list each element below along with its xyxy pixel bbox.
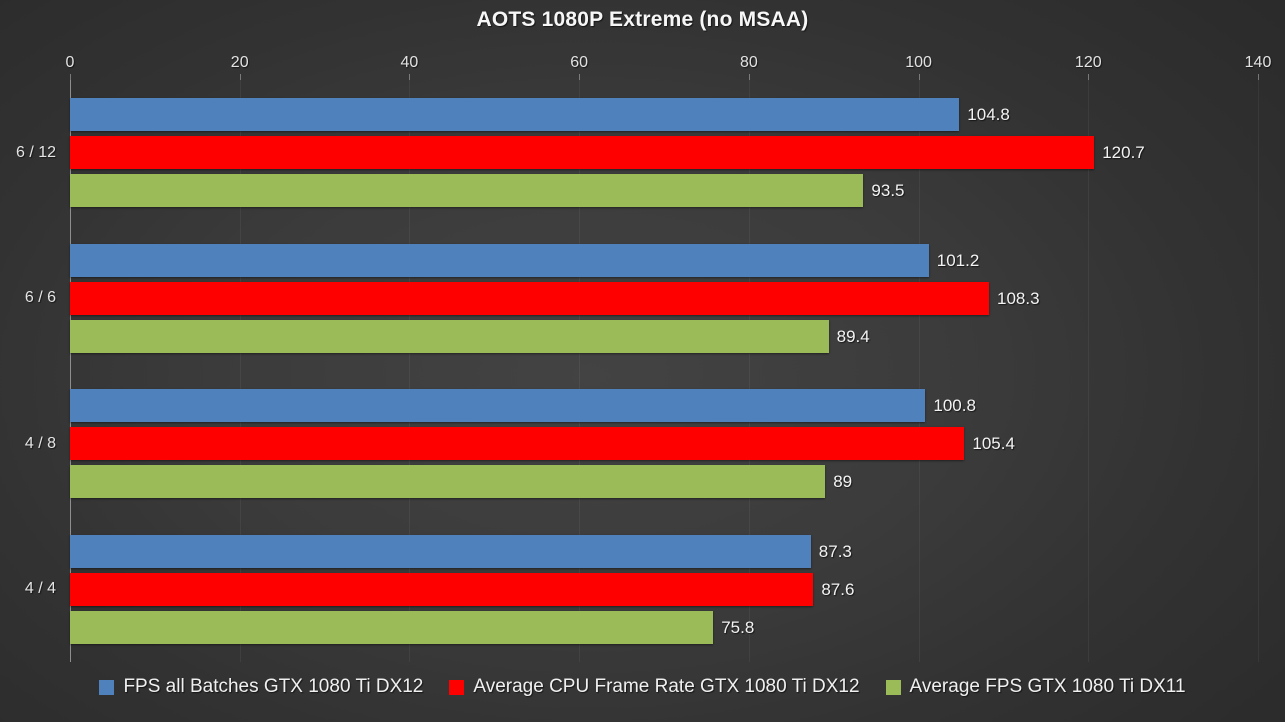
bar-value-label: 75.8	[721, 617, 755, 637]
category-label: 6 / 6	[24, 289, 56, 307]
bar-value-label: 120.7	[1102, 143, 1145, 163]
gridline	[1258, 80, 1259, 662]
bar[interactable]	[70, 465, 826, 499]
x-axis-tick-label: 20	[230, 54, 249, 71]
axis-tick	[579, 74, 581, 80]
axis-tick	[1258, 74, 1259, 80]
bar[interactable]	[70, 243, 929, 277]
bar[interactable]	[70, 427, 965, 461]
axis-tick	[70, 74, 71, 80]
chart-legend: FPS all Batches GTX 1080 Ti DX12 Average …	[0, 676, 1285, 698]
gridline	[579, 80, 581, 662]
chart-title: AOTS 1080P Extreme (no MSAA)	[476, 8, 809, 31]
legend-swatch-icon	[885, 679, 901, 695]
axis-tick	[1088, 74, 1090, 80]
legend-item-1[interactable]: FPS all Batches GTX 1080 Ti DX12	[99, 676, 423, 698]
legend-label: Average FPS GTX 1080 Ti DX11	[909, 676, 1186, 697]
bar-value-label: 108.3	[997, 288, 1040, 308]
bar-value-label: 89.4	[836, 326, 870, 346]
gridline	[748, 80, 750, 662]
gridline	[409, 80, 411, 662]
gridline	[918, 80, 920, 662]
x-axis-tick-label: 100	[905, 54, 932, 71]
axis-tick	[918, 74, 920, 80]
legend-swatch-icon	[449, 679, 465, 695]
axis-tick	[748, 74, 750, 80]
legend-label: FPS all Batches GTX 1080 Ti DX12	[123, 676, 424, 697]
x-axis-tick-label: 0	[65, 54, 75, 71]
bar-value-label: 93.5	[871, 181, 905, 201]
bar-value-label: 104.8	[967, 105, 1010, 125]
bar-value-label: 100.8	[933, 396, 976, 416]
category-label: 4 / 4	[24, 580, 56, 598]
axis-tick	[239, 74, 241, 80]
legend-swatch-icon	[99, 679, 115, 695]
x-axis-tick-label: 40	[400, 54, 419, 71]
gridline	[1088, 80, 1090, 662]
bar[interactable]	[70, 389, 926, 423]
plot-area: 104.8 120.7 93.5 101.2 108.3 89.4 100.8 105.4 89…	[70, 74, 1259, 662]
bar-value-label: 89	[833, 472, 853, 492]
x-axis-tick-label: 60	[570, 54, 589, 71]
category-label: 6 / 12	[15, 143, 56, 161]
category-axis: 6 / 12 6 / 6 4 / 8 4 / 4	[0, 80, 70, 662]
bar[interactable]	[70, 136, 1095, 170]
x-axis-tick-label: 140	[1244, 54, 1272, 71]
legend-label: Average CPU Frame Rate GTX 1080 Ti DX12	[473, 676, 860, 697]
bar-value-label: 87.6	[821, 579, 855, 599]
gridline	[239, 80, 241, 662]
bar[interactable]	[70, 534, 811, 568]
value-axis-line	[70, 80, 71, 662]
category-label: 4 / 8	[24, 434, 56, 452]
bar-value-label: 87.3	[818, 541, 852, 561]
bar[interactable]	[70, 98, 960, 132]
bar[interactable]	[70, 610, 714, 644]
legend-item-3[interactable]: Average FPS GTX 1080 Ti DX11	[885, 676, 1186, 698]
x-axis-tick-label: 120	[1074, 54, 1102, 71]
bar[interactable]	[70, 174, 864, 208]
bar-value-label: 105.4	[972, 434, 1015, 454]
x-axis-tick-label: 80	[739, 54, 758, 71]
bar[interactable]	[70, 572, 814, 606]
bar-value-label: 101.2	[936, 250, 980, 270]
axis-tick	[409, 74, 411, 80]
legend-item-2[interactable]: Average CPU Frame Rate GTX 1080 Ti DX12	[449, 676, 860, 698]
bar[interactable]	[70, 319, 829, 353]
bar[interactable]	[70, 281, 989, 315]
